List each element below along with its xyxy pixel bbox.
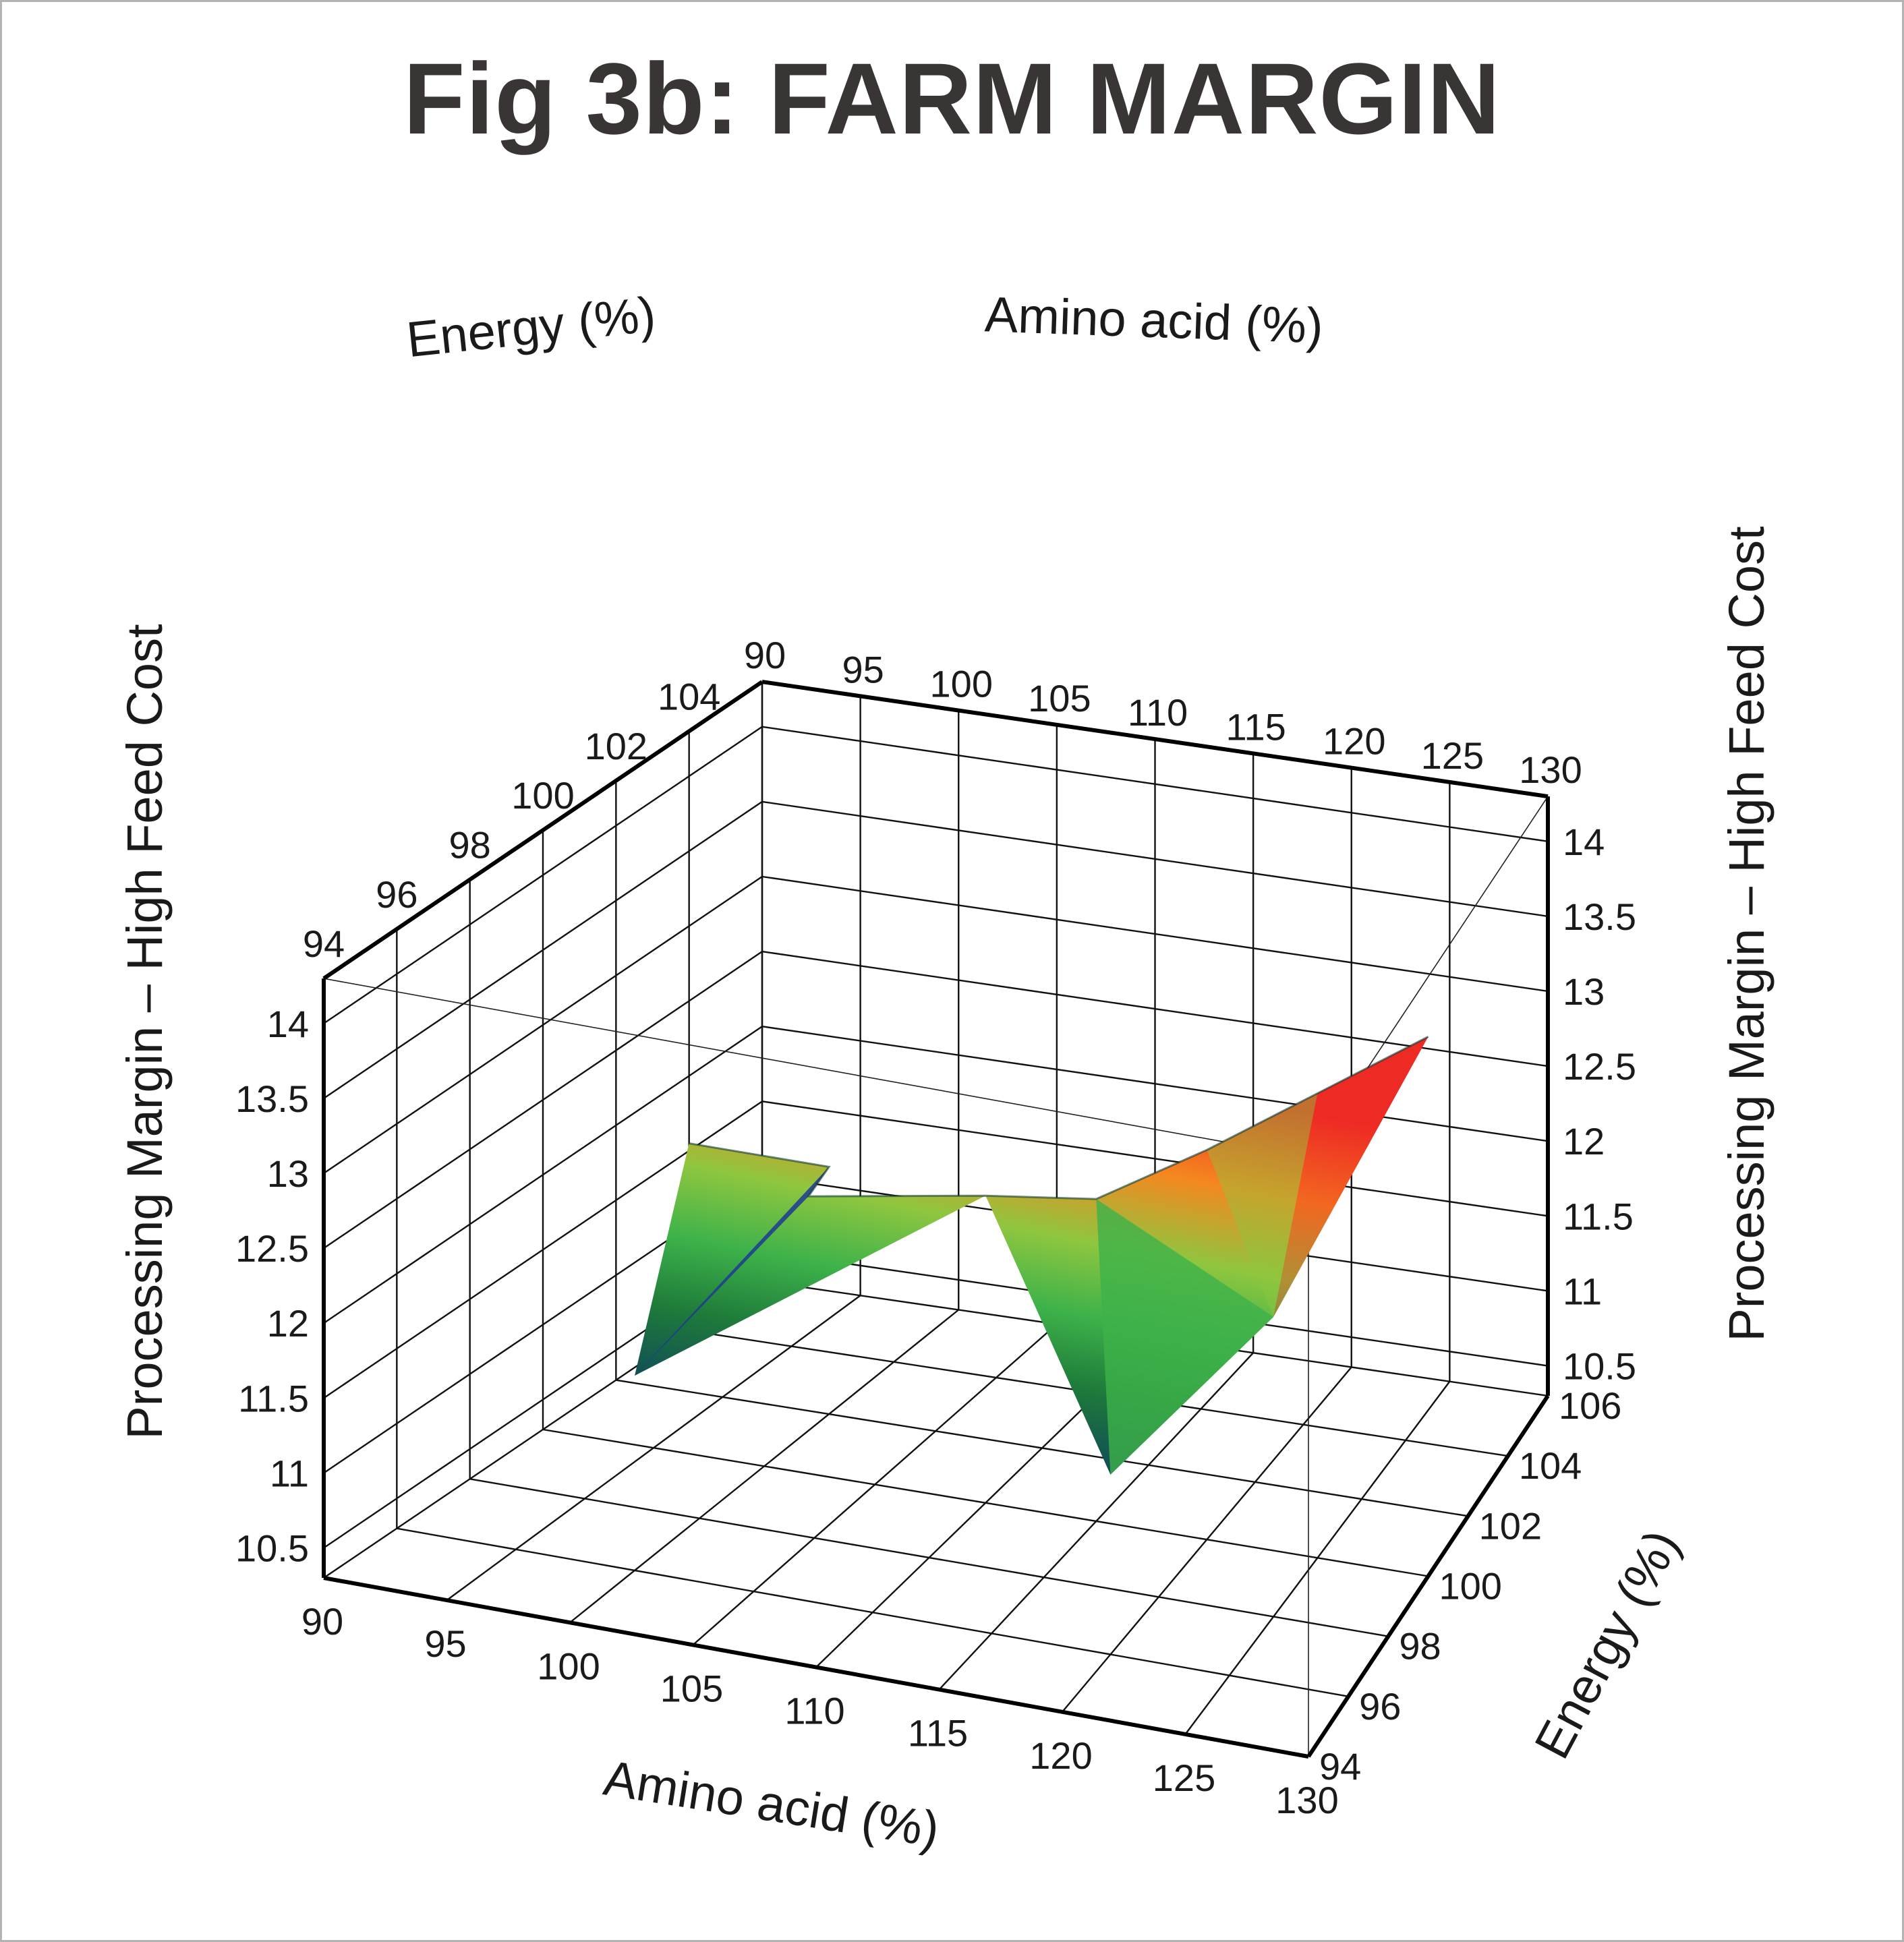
y-tick-label-top: 104 bbox=[658, 675, 720, 717]
z-tick-label-right: 13 bbox=[1563, 970, 1605, 1013]
z-tick-label: 11 bbox=[270, 1452, 309, 1494]
box-edge bbox=[323, 978, 1309, 1158]
y-tick-label-top: 94 bbox=[303, 922, 345, 965]
back-grid-z bbox=[761, 1100, 1549, 1217]
z-tick-label-right: 11 bbox=[1563, 1270, 1602, 1312]
z-tick-label-right: 11.5 bbox=[1563, 1195, 1634, 1237]
y-tick-label-top: 98 bbox=[449, 823, 491, 866]
y-tick-label-top: 96 bbox=[376, 873, 417, 916]
side-grid-z bbox=[323, 951, 763, 1249]
back-grid-z bbox=[761, 1026, 1549, 1142]
z-tick-label-right: 14 bbox=[1563, 821, 1605, 863]
z-tick-label-right: 12 bbox=[1563, 1120, 1605, 1163]
y-tick-label-top: 100 bbox=[511, 774, 574, 817]
x-tick-label: 110 bbox=[784, 1690, 844, 1732]
back-grid-z bbox=[761, 800, 1549, 918]
floor-grid-y bbox=[397, 1527, 1349, 1698]
surface-fold-low bbox=[635, 1167, 830, 1376]
x-tick-label-top: 95 bbox=[842, 648, 884, 690]
side-grid-z bbox=[323, 1026, 763, 1324]
x-tick-label-top: 115 bbox=[1225, 705, 1286, 748]
z-axis-title: Processing Margin – High Feed Cost bbox=[117, 624, 173, 1440]
x-tick-label: 120 bbox=[1029, 1734, 1092, 1777]
x-tick-label-top: 125 bbox=[1421, 734, 1484, 777]
z-tick-label: 12 bbox=[267, 1302, 309, 1345]
z-axis-title-right: Processing Margin – High Feed Cost bbox=[1719, 526, 1775, 1342]
y-axis-title-top: Energy (%) bbox=[404, 286, 658, 367]
z-tick-label-right: 12.5 bbox=[1563, 1045, 1636, 1088]
energy-axis bbox=[1306, 1394, 1550, 1758]
side-grid-z bbox=[323, 800, 763, 1099]
side-grid-z bbox=[323, 876, 763, 1174]
x-tick-label: 115 bbox=[908, 1712, 968, 1755]
x-tick-label: 125 bbox=[1153, 1757, 1215, 1799]
z-tick-label: 13 bbox=[267, 1152, 309, 1195]
y-tick-label: 94 bbox=[1319, 1745, 1361, 1788]
y-tick-label-top: 102 bbox=[585, 725, 647, 767]
z-tick-label: 10.5 bbox=[235, 1527, 309, 1570]
y-tick-label: 98 bbox=[1399, 1625, 1441, 1668]
axes bbox=[322, 680, 1550, 1759]
side-grid-z bbox=[323, 726, 763, 1024]
surface bbox=[635, 1036, 1429, 1475]
y-tick-label: 100 bbox=[1439, 1565, 1502, 1608]
z-tick-label: 14 bbox=[267, 1003, 309, 1045]
axis-labels: 90 95 100 105 110 115 120 125 130 90 95 100 105 110 11… bbox=[117, 286, 1775, 1858]
chart-title: Fig 3b: FARM MARGIN bbox=[403, 42, 1501, 155]
x-tick-label-top: 100 bbox=[930, 663, 993, 705]
energy-axis-top bbox=[322, 680, 763, 980]
z-tick-label-right: 13.5 bbox=[1563, 895, 1636, 938]
floor-grid-y bbox=[469, 1478, 1389, 1637]
x-tick-label: 100 bbox=[537, 1645, 600, 1687]
z-tick-label: 12.5 bbox=[235, 1227, 309, 1270]
floor-grid-y bbox=[542, 1428, 1429, 1577]
x-tick-label-top: 120 bbox=[1323, 720, 1385, 763]
surface-peak bbox=[1273, 1036, 1429, 1318]
x-tick-label: 90 bbox=[301, 1600, 343, 1643]
x-tick-label-top: 130 bbox=[1519, 748, 1582, 791]
y-tick-label: 106 bbox=[1559, 1384, 1621, 1427]
x-tick-label-top: 105 bbox=[1028, 677, 1091, 719]
back-grid-z bbox=[761, 875, 1549, 993]
x-tick-label-top: 110 bbox=[1128, 691, 1188, 734]
x-tick-label: 105 bbox=[660, 1667, 723, 1709]
z-tick-label-right: 10.5 bbox=[1563, 1345, 1636, 1388]
y-tick-label: 102 bbox=[1479, 1504, 1542, 1547]
x-tick-label: 95 bbox=[424, 1622, 466, 1665]
x-tick-label: 130 bbox=[1275, 1779, 1338, 1821]
x-tick-label-top: 90 bbox=[744, 634, 786, 676]
y-tick-label: 96 bbox=[1359, 1685, 1401, 1728]
amino-acid-axis bbox=[323, 1576, 1309, 1759]
surface-sheet bbox=[635, 1036, 1429, 1475]
y-axis-title: Energy (%) bbox=[1524, 1521, 1690, 1767]
surface-ridge-line bbox=[689, 1036, 1429, 1200]
back-grid-z bbox=[761, 726, 1549, 842]
y-tick-label: 104 bbox=[1519, 1444, 1582, 1487]
x-axis-title: Amino acid (%) bbox=[600, 1750, 944, 1858]
surface-ridge bbox=[1207, 1093, 1318, 1318]
floor-grid-y bbox=[616, 1379, 1468, 1517]
x-axis-title-top: Amino acid (%) bbox=[984, 286, 1324, 353]
z-tick-label: 13.5 bbox=[235, 1078, 309, 1120]
amino-acid-axis-top bbox=[761, 680, 1549, 799]
z-tick-label: 11.5 bbox=[238, 1377, 309, 1419]
surface-fold-mid bbox=[1096, 1199, 1274, 1475]
